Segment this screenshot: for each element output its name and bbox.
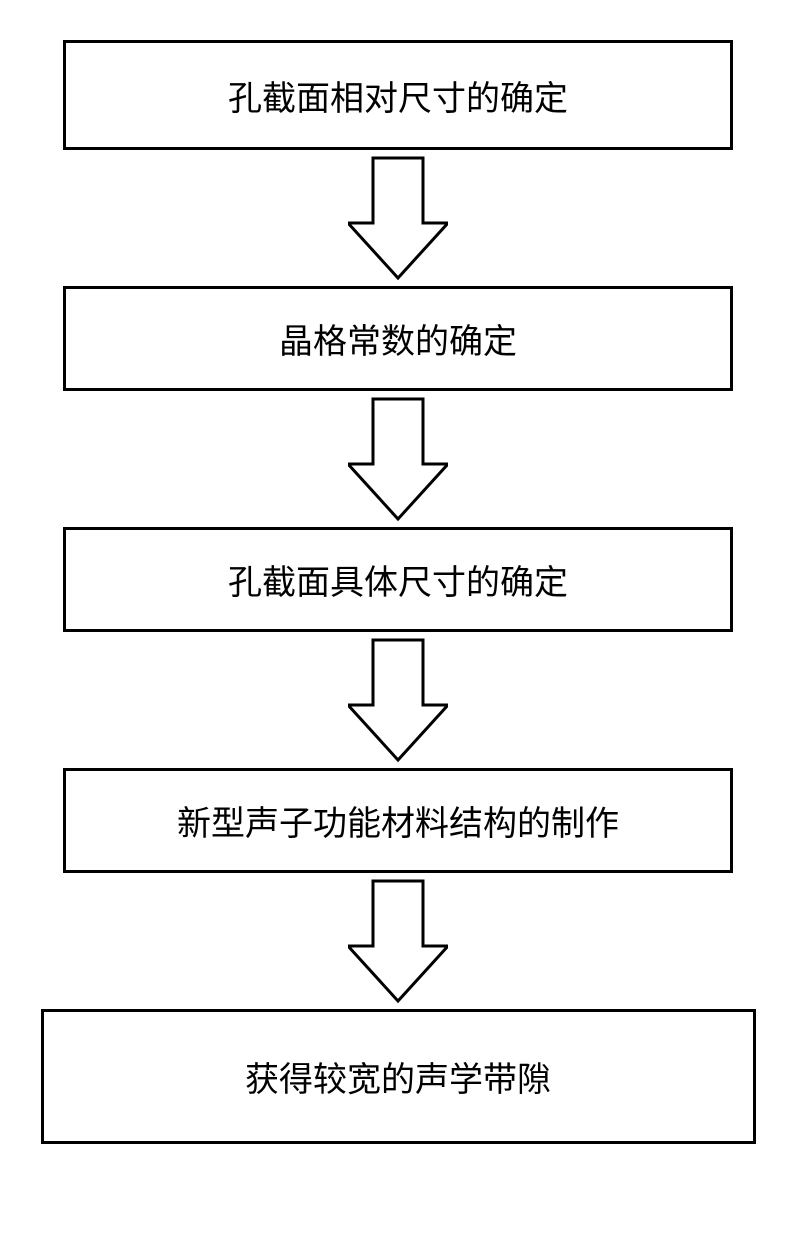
- flow-node-label: 孔截面具体尺寸的确定: [228, 555, 568, 604]
- flow-node-1: 孔截面相对尺寸的确定: [63, 40, 733, 150]
- flow-node-label: 获得较宽的声学带隙: [245, 1052, 551, 1101]
- flow-node-label: 新型声子功能材料结构的制作: [177, 796, 619, 845]
- arrow-down-icon: [348, 873, 448, 1009]
- arrow-down-icon: [348, 391, 448, 527]
- arrow-down-icon: [348, 632, 448, 768]
- flow-node-3: 孔截面具体尺寸的确定: [63, 527, 733, 632]
- flow-node-2: 晶格常数的确定: [63, 286, 733, 391]
- flow-node-4: 新型声子功能材料结构的制作: [63, 768, 733, 873]
- flowchart-container: 孔截面相对尺寸的确定 晶格常数的确定 孔截面具体尺寸的确定 新型声子功能材料结构…: [0, 0, 796, 1144]
- flow-node-5: 获得较宽的声学带隙: [41, 1009, 756, 1144]
- arrow-down-icon: [348, 150, 448, 286]
- flow-node-label: 晶格常数的确定: [279, 314, 517, 363]
- flow-node-label: 孔截面相对尺寸的确定: [228, 71, 568, 120]
